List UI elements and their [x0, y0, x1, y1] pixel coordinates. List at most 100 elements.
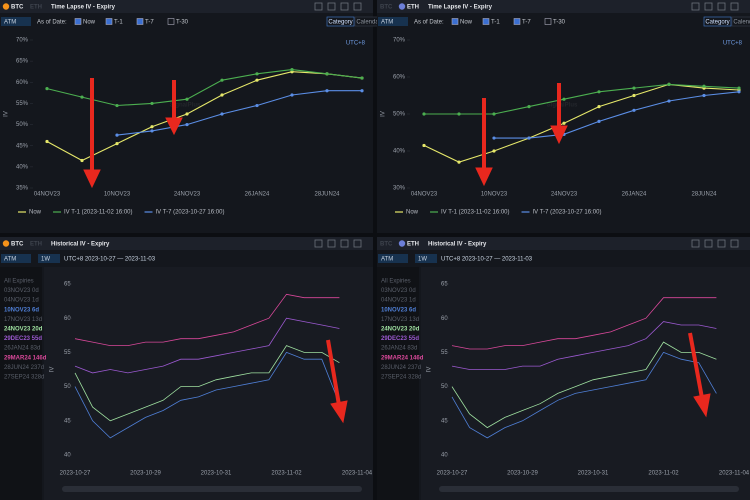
x-tick-label: 24NOV23 — [174, 192, 201, 198]
asset-tab[interactable]: ETH — [30, 4, 42, 10]
annotations — [83, 78, 711, 424]
legend-entry[interactable]: 17NOV23 13d — [381, 317, 419, 323]
legend-entry[interactable]: 03NOV23 0d — [4, 288, 39, 294]
header-icon[interactable] — [340, 239, 349, 248]
legend-entry[interactable]: 03NOV23 0d — [381, 288, 416, 294]
asset-tab[interactable]: BTC — [380, 241, 393, 247]
asset-tab[interactable]: ETH — [407, 4, 419, 10]
legend-column — [0, 267, 42, 500]
asset-tab[interactable]: BTC — [380, 4, 393, 10]
header-icon[interactable] — [691, 2, 700, 11]
checkbox-label: T-7 — [522, 19, 531, 25]
legend-entry[interactable]: Now — [29, 210, 42, 216]
x-tick-label: 2023-11-04 — [719, 471, 750, 477]
legend-entry[interactable]: 29DEC23 55d — [381, 336, 419, 342]
legend-entry[interactable]: Now — [406, 210, 419, 216]
checkbox-label: Now — [83, 19, 96, 25]
series-line — [451, 321, 717, 370]
point — [290, 93, 294, 97]
header-icon[interactable] — [717, 2, 726, 11]
point — [80, 95, 84, 99]
point — [255, 103, 259, 108]
legend-entry[interactable]: IV T-1 (2023-11-02 16:00) — [64, 210, 133, 216]
header-icon[interactable] — [353, 239, 362, 248]
series-line — [46, 69, 363, 107]
header-icon[interactable] — [704, 239, 713, 248]
point — [360, 89, 364, 93]
y-tick-label: 40% — [393, 149, 406, 155]
selector[interactable] — [1, 254, 31, 263]
point — [457, 160, 461, 164]
selector[interactable] — [1, 17, 31, 26]
legend-entry[interactable]: 27SEP24 328d — [381, 374, 421, 380]
period-selector[interactable] — [38, 254, 60, 263]
panel-header — [0, 0, 373, 13]
checkbox[interactable] — [513, 18, 521, 25]
selector[interactable] — [378, 254, 408, 263]
header-icon[interactable] — [340, 2, 349, 11]
legend-entry[interactable]: 04NOV23 1d — [4, 298, 39, 304]
header-icon[interactable] — [691, 239, 700, 248]
scrollbar[interactable] — [439, 486, 739, 492]
legend-entry[interactable]: 27SEP24 328d — [4, 374, 44, 380]
legend-entry[interactable]: 29DEC23 55d — [4, 336, 42, 342]
legend-entry[interactable]: 04NOV23 1d — [381, 298, 416, 304]
checkbox[interactable] — [167, 18, 175, 25]
legend-entry[interactable]: 10NOV23 6d — [4, 307, 39, 313]
y-tick-label: 60 — [64, 316, 71, 322]
legend-entry[interactable]: 17NOV23 13d — [4, 317, 42, 323]
header-icon[interactable] — [704, 2, 713, 11]
header-icon[interactable] — [314, 2, 323, 11]
point — [737, 86, 741, 90]
legend-entry[interactable]: 24NOV23 20d — [381, 326, 420, 332]
checkbox[interactable] — [451, 18, 459, 25]
point — [290, 68, 294, 72]
point — [115, 142, 119, 146]
x-tick-label: 2023-10-29 — [507, 471, 538, 477]
checkbox[interactable] — [136, 18, 144, 25]
asset-tab[interactable]: ETH — [407, 241, 419, 247]
header-icon[interactable] — [327, 239, 336, 248]
period-selector[interactable] — [415, 254, 437, 263]
legend-entry[interactable]: 26JAN24 83d — [381, 346, 417, 352]
button[interactable] — [326, 16, 355, 27]
asset-tab[interactable]: BTC — [11, 241, 24, 247]
header-icon[interactable] — [314, 239, 323, 248]
y-tick-label: 45 — [441, 418, 448, 424]
timezone: UTC+8 — [346, 41, 366, 47]
button[interactable] — [731, 16, 750, 27]
legend-entry[interactable]: IV T-7 (2023-10-27 16:00) — [533, 210, 602, 216]
asset-icon — [2, 3, 10, 10]
checkbox[interactable] — [544, 18, 552, 25]
checkbox[interactable] — [482, 18, 490, 25]
checkbox[interactable] — [105, 18, 113, 25]
legend-entry[interactable]: IV T-7 (2023-10-27 16:00) — [156, 210, 225, 216]
header-icon[interactable] — [730, 239, 739, 248]
scrollbar[interactable] — [62, 486, 362, 492]
legend-entry[interactable]: 26JAN24 83d — [4, 346, 40, 352]
header-icon[interactable] — [730, 2, 739, 11]
legend-entry[interactable]: 24NOV23 20d — [4, 326, 43, 332]
legend-entry[interactable]: 29MAR24 146d — [381, 355, 424, 361]
legend-entry[interactable]: 28JUN24 237d — [381, 365, 421, 371]
point — [527, 105, 531, 109]
as-of-label: As of Date: — [414, 19, 444, 25]
legend-entry[interactable]: 10NOV23 6d — [381, 307, 416, 313]
header-icon[interactable] — [327, 2, 336, 11]
asset-tab[interactable]: BTC — [11, 4, 24, 10]
point — [632, 108, 636, 112]
legend-entry[interactable]: 29MAR24 146d — [4, 355, 47, 361]
asset-tab[interactable]: ETH — [30, 241, 42, 247]
panel — [377, 0, 750, 233]
selector[interactable] — [378, 17, 408, 26]
legend-title: All Expiries — [381, 279, 411, 285]
legend-entry[interactable]: 28JUN24 237d — [4, 365, 44, 371]
selector-label: ATM — [4, 19, 16, 25]
legend-entry[interactable]: IV T-1 (2023-11-02 16:00) — [441, 210, 510, 216]
header-icon[interactable] — [353, 2, 362, 11]
checkbox[interactable] — [74, 18, 82, 25]
button[interactable] — [703, 16, 732, 27]
header-icon[interactable] — [717, 239, 726, 248]
series-line — [423, 83, 740, 163]
